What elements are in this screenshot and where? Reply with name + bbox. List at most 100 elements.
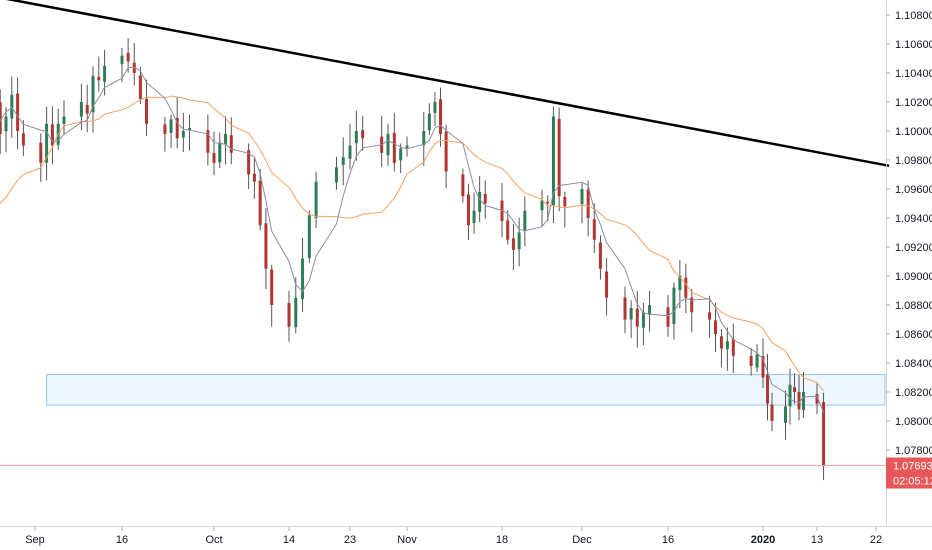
candle	[635, 290, 639, 348]
price-tick-label: 1.08200	[895, 387, 932, 399]
candle-body	[641, 312, 645, 328]
candle	[511, 224, 515, 271]
candle	[433, 92, 437, 127]
candle	[678, 260, 682, 309]
price-axis[interactable]: 1.10800 1.10600 1.10400 1.10200 1.10000 1.098…	[886, 0, 932, 527]
candle	[301, 237, 305, 312]
candle	[386, 123, 390, 166]
candle-body	[461, 174, 465, 197]
candle-body	[749, 355, 753, 366]
price-tick-label: 1.08800	[895, 300, 932, 312]
time-tick-label: Nov	[397, 534, 417, 546]
candle	[766, 354, 769, 421]
candle	[822, 392, 826, 481]
candle	[815, 383, 819, 415]
candle	[793, 373, 796, 404]
candle	[761, 338, 765, 389]
price-tick-label: 1.09200	[895, 242, 932, 254]
candle-body	[224, 133, 228, 145]
candle-body	[472, 210, 476, 223]
time-axis[interactable]: Sep 16 Oct 14 23 Nov 18 Dec 16 2020 13 22	[0, 526, 932, 547]
candle-body	[433, 102, 437, 113]
candle-body	[91, 75, 95, 113]
candle-body	[466, 194, 470, 226]
candle	[247, 143, 251, 190]
price-tick-label: 1.09000	[895, 271, 932, 283]
candle-body	[422, 131, 426, 146]
candle-body	[635, 308, 639, 327]
candle	[605, 258, 609, 316]
candle	[444, 124, 448, 188]
candle	[439, 87, 443, 147]
candle-body	[334, 167, 338, 183]
last-price-label: 1.07693	[893, 461, 932, 473]
candle-body	[714, 320, 717, 334]
candle-body	[797, 391, 801, 410]
candle-body	[212, 152, 216, 163]
candle	[145, 79, 149, 136]
time-tick-label: 16	[662, 534, 674, 546]
candle-body	[85, 104, 89, 114]
candle-body	[551, 116, 555, 206]
candle-body	[586, 189, 590, 218]
candle	[399, 143, 403, 174]
price-tick-label: 1.10800	[895, 10, 932, 22]
candle-body	[648, 305, 652, 315]
candle	[648, 290, 652, 332]
candle-body	[163, 124, 167, 134]
candle-body	[761, 356, 765, 378]
candle	[361, 116, 365, 151]
candle-body	[287, 303, 291, 327]
candle-body	[598, 242, 602, 269]
candle-body	[45, 123, 49, 163]
candle-body	[361, 130, 365, 139]
candle-body	[511, 238, 515, 250]
candle-body	[784, 406, 787, 423]
candle-body	[120, 55, 124, 64]
support-zone	[46, 374, 886, 406]
candle	[586, 180, 590, 237]
candle-body	[802, 392, 805, 411]
candle	[169, 114, 173, 148]
candle-body	[126, 52, 130, 62]
candle-body	[181, 131, 185, 138]
candle-body	[218, 142, 222, 163]
candle-body	[132, 62, 136, 73]
candle-body	[252, 173, 256, 182]
candle-body	[264, 223, 268, 269]
candle	[755, 343, 759, 373]
candle-body	[605, 271, 609, 298]
candle-body	[258, 180, 262, 226]
candle	[224, 116, 228, 165]
candle	[120, 48, 124, 83]
candle	[270, 264, 274, 327]
time-tick-label: Sep	[25, 534, 45, 546]
candle-body	[229, 135, 233, 153]
candle-body	[294, 297, 298, 327]
candle-body	[79, 102, 83, 117]
descending-trendline[interactable]	[0, 0, 890, 168]
candle	[483, 180, 487, 219]
candle	[0, 89, 2, 154]
time-tick-label: 18	[496, 534, 508, 546]
candle	[684, 263, 688, 314]
candle	[287, 290, 291, 342]
candle-body	[690, 297, 694, 313]
candle	[580, 183, 584, 224]
price-tick-label: 1.09400	[895, 213, 932, 225]
candle	[719, 329, 723, 368]
candle-body	[793, 387, 796, 392]
candle-body	[822, 401, 826, 466]
candle	[294, 277, 298, 334]
candle	[252, 158, 256, 199]
candle	[517, 217, 521, 267]
price-tick-label: 1.08400	[895, 358, 932, 370]
last-price-tag: 1.07693 02:05:12	[886, 457, 932, 489]
candle	[714, 302, 717, 352]
candle-body	[169, 119, 173, 133]
candle-body	[138, 75, 142, 100]
candle	[206, 114, 210, 166]
candle-body	[666, 307, 670, 327]
candle-body	[623, 297, 627, 320]
